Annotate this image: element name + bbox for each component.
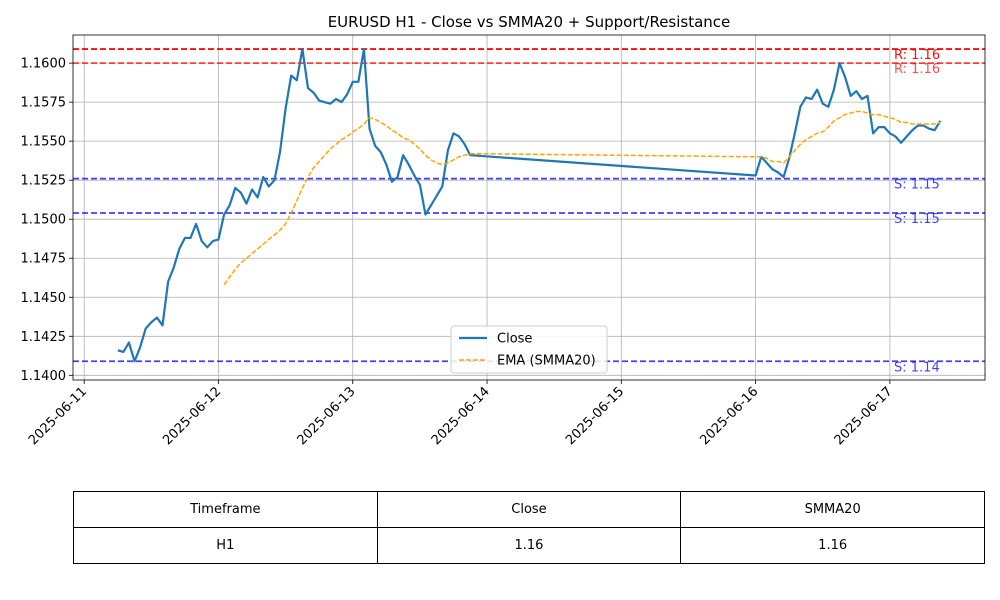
legend-label: Close <box>497 332 532 347</box>
table-header-close: Close <box>376 491 682 528</box>
legend-box <box>450 325 608 374</box>
legend-label: EMA (SMMA20) <box>497 354 596 369</box>
resistance-label: R: 1.16 <box>894 62 940 77</box>
y-tick-label: 1.1600 <box>21 57 67 72</box>
x-tick-label: 2025-06-16 <box>697 384 761 448</box>
x-tick-label: 2025-06-14 <box>429 384 493 448</box>
table-cell-smma20: 1.16 <box>680 527 985 564</box>
table-header-smma20: SMMA20 <box>680 491 985 528</box>
reference-lines <box>73 48 985 363</box>
support-label: S: 1.14 <box>894 360 940 375</box>
support-label: S: 1.15 <box>894 212 940 227</box>
y-axis: 1.1400 1.1425 1.1450 1.1475 1.1500 1.1525 1.15… <box>21 57 73 384</box>
x-tick-label: 2025-06-17 <box>832 384 896 448</box>
x-axis: 2025-06-11 2025-06-12 2025-06-13 2025-06-14… <box>26 380 896 448</box>
series-layer <box>117 47 942 363</box>
table-cell-close: 1.16 <box>376 527 682 564</box>
x-tick-label: 2025-06-11 <box>26 384 90 448</box>
y-tick-label: 1.1450 <box>21 291 67 306</box>
plot-frame <box>72 34 986 381</box>
grid <box>73 35 985 380</box>
info-table: Timeframe Close SMMA20 H1 1.16 1.16 <box>73 491 985 564</box>
chart: EURUSD H1 - Close vs SMMA20 + Support/Re… <box>21 13 986 448</box>
x-tick-label: 2025-06-15 <box>563 384 627 448</box>
resistance-label: R: 1.16 <box>894 48 940 63</box>
x-tick-label: 2025-06-13 <box>295 384 359 448</box>
y-tick-label: 1.1400 <box>21 369 67 384</box>
smma20-line <box>223 110 941 286</box>
y-tick-label: 1.1475 <box>21 252 67 267</box>
table-cell-timeframe: H1 <box>73 527 378 564</box>
table-row: H1 1.16 1.16 <box>73 527 985 564</box>
table-header-timeframe: Timeframe <box>73 491 378 528</box>
legend: Close EMA (SMMA20) <box>450 325 608 374</box>
table-header-row: Timeframe Close SMMA20 <box>73 491 985 528</box>
y-tick-label: 1.1550 <box>21 135 67 150</box>
chart-title: EURUSD H1 - Close vs SMMA20 + Support/Re… <box>328 13 731 31</box>
y-tick-label: 1.1500 <box>21 213 67 228</box>
reference-labels: R: 1.16R: 1.16 S: 1.15 S: 1.15 S: 1.14 <box>894 48 940 375</box>
y-tick-label: 1.1575 <box>21 96 67 111</box>
y-tick-label: 1.1425 <box>21 330 67 345</box>
x-tick-label: 2025-06-12 <box>160 384 224 448</box>
y-tick-label: 1.1525 <box>21 174 67 189</box>
close-line <box>117 47 942 363</box>
support-label: S: 1.15 <box>894 178 940 193</box>
